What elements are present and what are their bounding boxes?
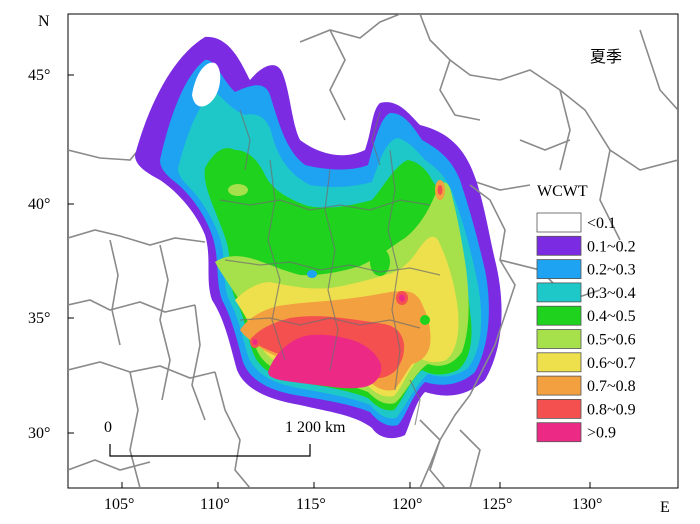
- east-label: E: [660, 499, 670, 516]
- lon-tick-115: 115°: [296, 496, 326, 513]
- season-label: 夏季: [590, 47, 622, 66]
- band-gt-0.9: [268, 334, 382, 389]
- legend-swatch-6: [536, 352, 582, 373]
- legend-swatch-1: [536, 235, 582, 256]
- legend-title: WCWT: [537, 183, 588, 200]
- no-data-hole: [192, 62, 221, 107]
- hotspot-east-core: [399, 294, 405, 302]
- lon-tick-120: 120°: [392, 496, 422, 513]
- legend-swatch-8: [536, 398, 582, 419]
- lat-tick-40: 40°: [28, 196, 50, 213]
- legend-swatch-5: [536, 329, 582, 349]
- scale-bar-line: [109, 444, 311, 457]
- lon-tick-105: 105°: [104, 496, 134, 513]
- lon-tick-110: 110°: [200, 496, 230, 513]
- internal-boundaries: [219, 109, 441, 426]
- legend-swatch-4: [536, 305, 582, 326]
- legend-swatch-0: [536, 212, 582, 233]
- legend-label-0: <0.1: [587, 215, 616, 232]
- legend-label-6: 0.6~0.7: [587, 355, 636, 372]
- legend-label-1: 0.1~0.2: [587, 238, 636, 255]
- legend-label-3: 0.3~0.4: [587, 285, 636, 302]
- legend-label-8: 0.8~0.9: [587, 401, 636, 418]
- legend-swatch-9: [536, 422, 582, 443]
- lon-tick-130: 130°: [572, 496, 602, 513]
- legend-swatch-2: [536, 259, 582, 280]
- hotspot-west-core: [252, 339, 258, 345]
- scale-end-label: 1 200 km: [285, 419, 346, 436]
- legend-label-9: >0.9: [587, 425, 616, 442]
- contour-fill: [135, 36, 502, 439]
- legend-swatch-3: [536, 282, 582, 303]
- lat-tick-35: 35°: [28, 310, 50, 327]
- hotspot-ne-inner: [437, 185, 443, 195]
- scale-start-label: 0: [104, 419, 112, 436]
- legend-swatch-7: [536, 375, 582, 396]
- legend-label-7: 0.7~0.8: [587, 378, 636, 395]
- legend-label-2: 0.2~0.3: [587, 262, 636, 279]
- axis-ticks: [68, 74, 591, 488]
- coastline: [419, 184, 516, 488]
- scale-bar: 0 1 200 km: [104, 419, 346, 457]
- north-label: N: [38, 13, 50, 30]
- lon-tick-125: 125°: [482, 496, 512, 513]
- boundary-lines: [68, 14, 678, 488]
- legend-label-5: 0.5~0.6: [587, 332, 636, 349]
- legend: WCWT <0.1 0.1~0.2 0.2~0.3 0.3~0.4 0.4~0.5 0.5…: [536, 183, 636, 443]
- lat-tick-30: 30°: [28, 425, 50, 442]
- legend-label-4: 0.4~0.5: [587, 308, 636, 325]
- lat-tick-45: 45°: [28, 67, 50, 84]
